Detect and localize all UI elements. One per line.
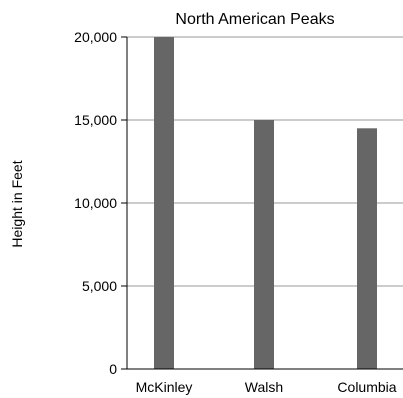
x-tick-label: Columbia: [337, 379, 396, 395]
chart-title: North American Peaks: [175, 11, 334, 28]
x-tick-label: McKinley: [136, 379, 193, 395]
bar-columbia: [357, 128, 377, 369]
bars: [154, 37, 377, 369]
y-tick-labels: 0 5,000 10,000 15,000 20,000: [74, 29, 117, 377]
y-tick-label: 10,000: [74, 195, 117, 211]
y-axis-label: Height in Feet: [9, 160, 25, 247]
y-tick-label: 0: [109, 361, 117, 377]
axes: [121, 36, 403, 370]
bar-walsh: [254, 120, 274, 369]
y-tick-label: 20,000: [74, 29, 117, 45]
y-tick-label: 15,000: [74, 112, 117, 128]
x-tick-label: Walsh: [245, 379, 283, 395]
x-tick-labels: McKinley Walsh Columbia: [136, 379, 397, 395]
y-tick-label: 5,000: [82, 278, 117, 294]
bar-mckinley: [154, 37, 174, 369]
